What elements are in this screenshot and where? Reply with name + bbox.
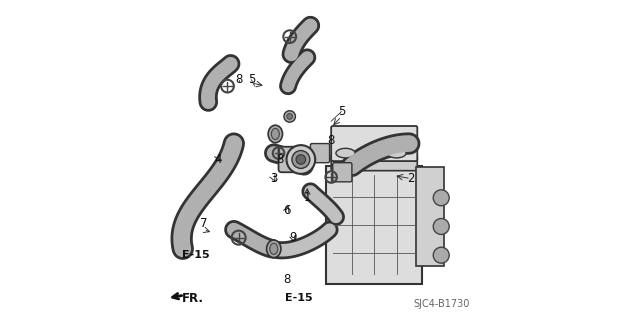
Ellipse shape [387, 148, 406, 158]
Circle shape [296, 155, 306, 164]
FancyBboxPatch shape [278, 147, 304, 172]
Text: 7: 7 [200, 217, 207, 230]
Text: 5: 5 [248, 73, 255, 86]
Circle shape [292, 151, 310, 168]
Ellipse shape [269, 243, 278, 255]
FancyBboxPatch shape [331, 126, 417, 161]
Text: 4: 4 [214, 153, 221, 166]
Text: E-15: E-15 [285, 293, 313, 303]
Circle shape [287, 114, 292, 119]
Circle shape [284, 111, 296, 122]
Text: 3: 3 [270, 172, 277, 185]
Text: E-15: E-15 [182, 250, 209, 260]
Circle shape [433, 247, 449, 263]
Text: 8: 8 [276, 153, 284, 166]
Ellipse shape [271, 129, 279, 140]
Ellipse shape [268, 125, 282, 143]
Circle shape [433, 190, 449, 206]
Text: 9: 9 [289, 231, 296, 244]
Text: 2: 2 [407, 172, 415, 185]
FancyBboxPatch shape [333, 163, 352, 182]
Ellipse shape [336, 148, 355, 158]
Text: 8: 8 [327, 134, 335, 147]
FancyBboxPatch shape [331, 155, 417, 171]
Text: SJC4-B1730: SJC4-B1730 [413, 300, 470, 309]
FancyBboxPatch shape [310, 144, 330, 163]
Ellipse shape [362, 148, 381, 158]
Text: 8: 8 [235, 73, 243, 86]
Text: 1: 1 [303, 191, 311, 204]
Ellipse shape [267, 240, 281, 258]
Text: 6: 6 [283, 204, 291, 217]
Circle shape [287, 145, 316, 174]
Text: 8: 8 [283, 273, 290, 286]
Text: FR.: FR. [182, 292, 204, 305]
Circle shape [433, 219, 449, 234]
FancyBboxPatch shape [416, 167, 444, 266]
FancyBboxPatch shape [326, 166, 422, 284]
Text: 5: 5 [338, 105, 345, 118]
